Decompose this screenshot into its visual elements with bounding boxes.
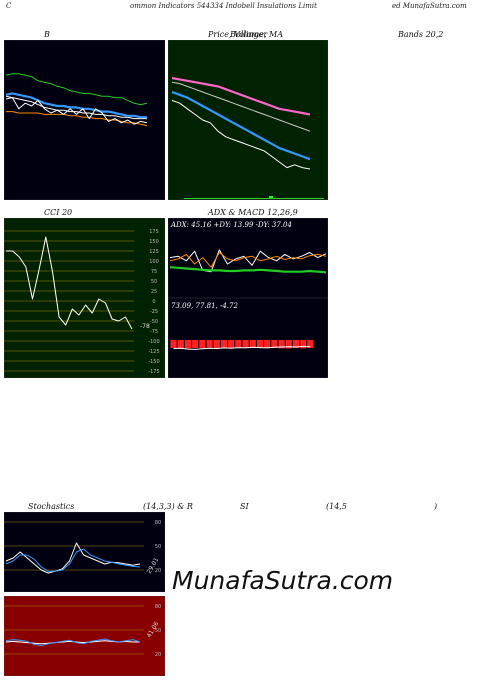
title-bands: Bands 20,2 xyxy=(398,30,444,39)
price-ma-chart xyxy=(168,40,328,200)
cci-tick-label: -75 xyxy=(150,329,158,335)
macd-histogram-bar xyxy=(249,340,256,348)
macd-histogram-bar xyxy=(242,340,249,348)
macd-histogram-bar xyxy=(256,340,264,348)
macd-histogram-bar xyxy=(235,340,242,348)
osc-tick-label: 80 xyxy=(155,604,161,610)
title-bollinger: B xyxy=(44,30,50,39)
macd-histogram-bar xyxy=(292,340,300,348)
macd-histogram-bar xyxy=(264,340,271,348)
macd-histogram-bar xyxy=(213,340,220,348)
title-stochastics: Stochastics xyxy=(28,502,75,511)
header-title: ommon Indicators 544334 Indobell Insulat… xyxy=(130,2,317,10)
macd-histogram-bar xyxy=(192,340,199,348)
osc-tick-label: 80 xyxy=(155,520,161,526)
cci-tick-label: 100 xyxy=(149,259,159,265)
header-left: C xyxy=(6,2,12,10)
macd-histogram-bar xyxy=(307,340,314,348)
series-line-1 xyxy=(5,97,147,120)
macd-histogram-bar xyxy=(228,340,235,348)
osc-tick-label: 20 xyxy=(155,568,161,574)
adx-label: ADX: 45.16 +DY: 13.99 -DY: 37.04 xyxy=(170,221,292,229)
watermark: MunafaSutra.com xyxy=(172,566,394,595)
macd-histogram-bar xyxy=(285,340,292,349)
macd-chart: 73.09, 77.81, -4.72 xyxy=(168,298,328,378)
macd-histogram-bar xyxy=(278,340,285,349)
series-line-0 xyxy=(5,73,148,106)
cci-last-value: -78 xyxy=(140,323,150,330)
osc-tick-label: 50 xyxy=(155,544,161,550)
cci-tick-label: 175 xyxy=(149,229,159,235)
macd-label: 73.09, 77.81, -4.72 xyxy=(171,302,238,310)
cci-tick-label: -25 xyxy=(150,309,158,315)
macd-signal-line xyxy=(173,345,311,350)
series-line-0 xyxy=(169,249,327,273)
cci-tick-label: -100 xyxy=(148,339,159,345)
title-rsi-params: (14,5 xyxy=(326,502,347,511)
title-rsi-close: ) xyxy=(434,502,438,511)
series-line-1 xyxy=(5,548,141,572)
cci-tick-label: 150 xyxy=(149,239,159,245)
adx-chart: ADX: 45.16 +DY: 13.99 -DY: 37.04 xyxy=(168,218,328,298)
cci-tick-label: -150 xyxy=(148,359,159,365)
series-line-0 xyxy=(5,542,141,574)
cci-chart: 175 150 125 100 75 50 25 0 -25 -50 -75 -100 -125 -150… xyxy=(4,218,165,378)
cci-tick-label: 125 xyxy=(149,249,159,255)
macd-histogram-bar xyxy=(199,340,206,348)
macd-histogram-bar xyxy=(177,340,184,348)
osc-tick-label: 50 xyxy=(155,628,161,634)
title-adx-macd: ADX & MACD 12,26,9 xyxy=(208,208,298,217)
title-price-ma-overlap: Bollinger xyxy=(230,30,268,39)
macd-histogram-bar xyxy=(220,340,228,348)
series-line-0 xyxy=(6,236,133,330)
series-line-2 xyxy=(5,92,147,119)
series-line-2 xyxy=(169,266,327,274)
series-line-1 xyxy=(5,638,141,647)
title-rsi: SI xyxy=(240,502,249,511)
series-line-3 xyxy=(171,99,311,170)
series-line-4 xyxy=(5,95,148,125)
osc-tick-label: 20 xyxy=(155,652,161,658)
series-line-1 xyxy=(171,81,311,132)
bollinger-chart xyxy=(4,40,165,200)
cci-tick-label: -50 xyxy=(150,319,158,325)
cci-tick-label: 0 xyxy=(152,299,155,305)
macd-histogram-bar xyxy=(300,340,307,349)
series-line-2 xyxy=(171,90,311,161)
title-stoch-params: (14,3,3) & R xyxy=(143,502,193,511)
cci-tick-label: 50 xyxy=(151,279,157,285)
macd-histogram-bar xyxy=(206,340,213,348)
macd-histogram-bar xyxy=(184,340,192,349)
macd-histogram-bar xyxy=(170,340,177,348)
header-site: ed MunafaSutra.com xyxy=(392,2,467,10)
cci-tick-label: -125 xyxy=(148,349,159,355)
cci-tick-label: 75 xyxy=(151,269,157,275)
series-line-1 xyxy=(169,252,327,268)
title-cci: CCI 20 xyxy=(44,208,73,217)
cci-tick-label: 25 xyxy=(151,289,157,295)
title-price-ma: Price, Volume, MA xyxy=(208,30,284,39)
cci-tick-label: -175 xyxy=(148,369,159,375)
macd-histogram-bar xyxy=(271,340,278,348)
series-line-0 xyxy=(171,76,311,116)
